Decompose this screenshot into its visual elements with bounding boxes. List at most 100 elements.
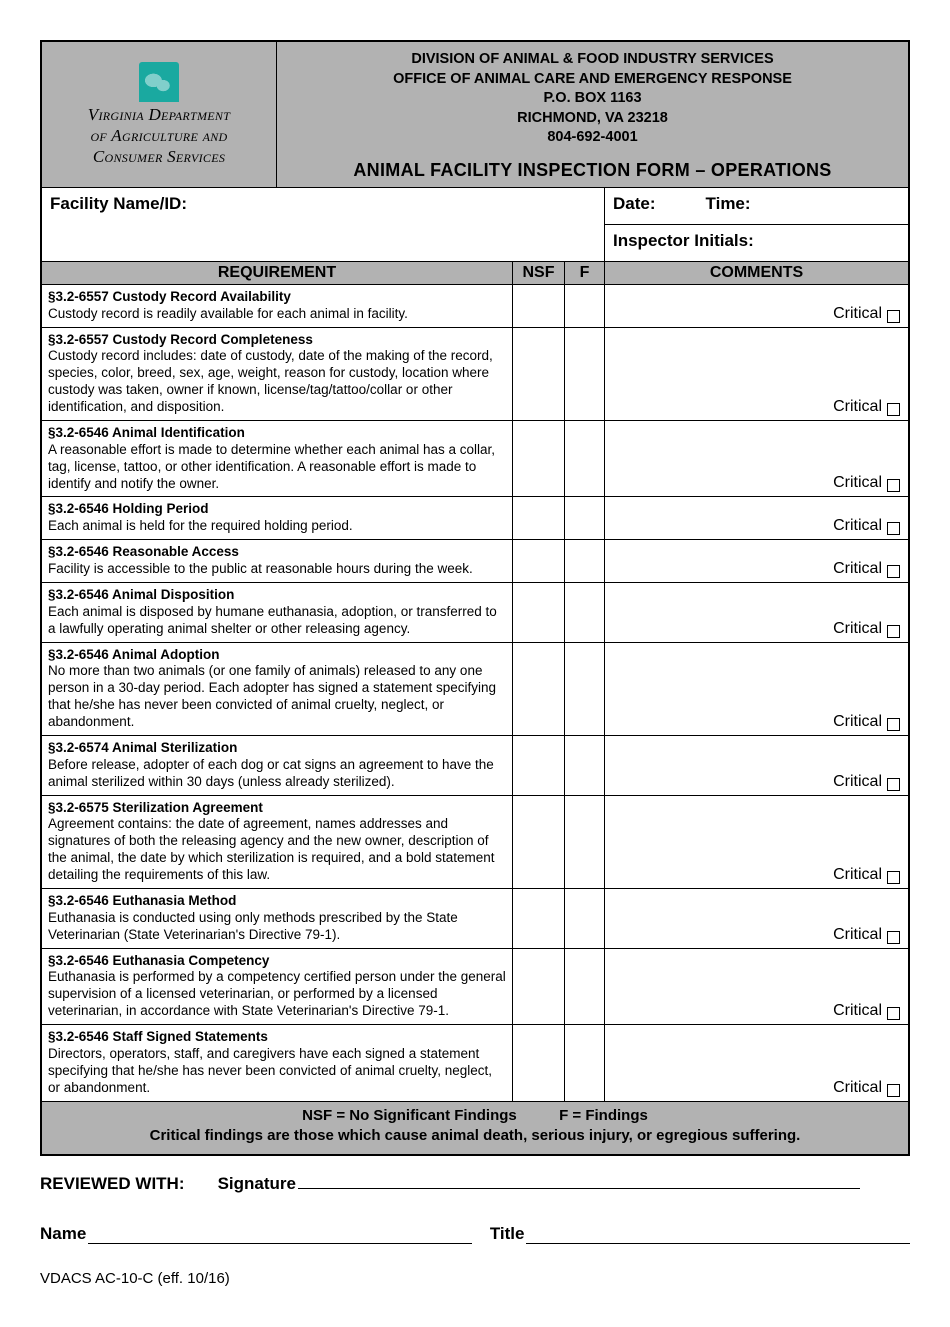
critical-label: Critical — [833, 866, 882, 884]
critical-label: Critical — [833, 620, 882, 638]
f-cell[interactable] — [565, 796, 605, 888]
facility-label: Facility Name/ID: — [50, 194, 187, 213]
table-row: §3.2-6546 Animal IdentificationA reasona… — [42, 421, 908, 498]
critical-checkbox[interactable] — [887, 1007, 900, 1020]
requirement-cell: §3.2-6546 Animal IdentificationA reasona… — [42, 421, 513, 497]
date-label: Date: — [613, 194, 656, 214]
table-row: §3.2-6557 Custody Record AvailabilityCus… — [42, 285, 908, 328]
table-row: §3.2-6557 Custody Record CompletenessCus… — [42, 328, 908, 421]
f-cell[interactable] — [565, 643, 605, 735]
requirement-desc: Custody record is readily available for … — [48, 306, 408, 321]
nsf-cell[interactable] — [513, 540, 565, 582]
critical-checkbox[interactable] — [887, 931, 900, 944]
nsf-cell[interactable] — [513, 421, 565, 497]
nsf-cell[interactable] — [513, 643, 565, 735]
comments-cell[interactable]: Critical — [605, 540, 908, 582]
requirement-title: §3.2-6546 Staff Signed Statements — [48, 1029, 268, 1044]
requirement-title: §3.2-6574 Animal Sterilization — [48, 740, 237, 755]
comments-cell[interactable]: Critical — [605, 1025, 908, 1101]
comments-cell[interactable]: Critical — [605, 583, 908, 642]
requirement-cell: §3.2-6546 Holding PeriodEach animal is h… — [42, 497, 513, 539]
critical-checkbox[interactable] — [887, 522, 900, 535]
pobox-line: P.O. BOX 1163 — [281, 89, 904, 109]
f-cell[interactable] — [565, 285, 605, 327]
col-nsf: NSF — [513, 262, 565, 284]
comments-cell[interactable]: Critical — [605, 497, 908, 539]
nsf-cell[interactable] — [513, 497, 565, 539]
comments-cell[interactable]: Critical — [605, 643, 908, 735]
col-f: F — [565, 262, 605, 284]
critical-checkbox[interactable] — [887, 403, 900, 416]
comments-cell[interactable]: Critical — [605, 421, 908, 497]
requirement-cell: §3.2-6546 Reasonable Access Facility is a… — [42, 540, 513, 582]
critical-checkbox[interactable] — [887, 1084, 900, 1097]
requirement-title: §3.2-6546 Animal Adoption — [48, 647, 220, 662]
table-row: §3.2-6546 Holding PeriodEach animal is h… — [42, 497, 908, 540]
form-id: VDACS AC-10-C (eff. 10/16) — [40, 1270, 910, 1287]
requirement-title: §3.2-6575 Sterilization Agreement — [48, 800, 263, 815]
reviewed-with-label: REVIEWED WITH: — [40, 1174, 185, 1193]
legend-f: F = Findings — [559, 1106, 648, 1126]
header-row: Virginia Department of Agriculture and C… — [42, 42, 908, 188]
requirement-desc: Before release, adopter of each dog or c… — [48, 757, 494, 789]
f-cell[interactable] — [565, 540, 605, 582]
requirement-cell: §3.2-6546 Euthanasia CompetencyEuthanasi… — [42, 949, 513, 1025]
f-cell[interactable] — [565, 497, 605, 539]
table-row: §3.2-6546 Animal AdoptionNo more than tw… — [42, 643, 908, 736]
critical-checkbox[interactable] — [887, 565, 900, 578]
requirements-body: §3.2-6557 Custody Record AvailabilityCus… — [42, 285, 908, 1102]
f-cell[interactable] — [565, 889, 605, 948]
critical-checkbox[interactable] — [887, 718, 900, 731]
comments-cell[interactable]: Critical — [605, 285, 908, 327]
signature-line[interactable] — [298, 1175, 860, 1189]
nsf-cell[interactable] — [513, 889, 565, 948]
f-cell[interactable] — [565, 1025, 605, 1101]
f-cell[interactable] — [565, 736, 605, 795]
requirement-cell: §3.2-6546 Animal AdoptionNo more than tw… — [42, 643, 513, 735]
critical-checkbox[interactable] — [887, 778, 900, 791]
comments-cell[interactable]: Critical — [605, 889, 908, 948]
critical-label: Critical — [833, 713, 882, 731]
requirement-cell: §3.2-6557 Custody Record AvailabilityCus… — [42, 285, 513, 327]
critical-label: Critical — [833, 926, 882, 944]
requirement-desc: Euthanasia is conducted using only metho… — [48, 910, 458, 942]
agency-name-line3: Consumer Services — [93, 147, 225, 166]
legend-nsf: NSF = No Significant Findings — [302, 1106, 517, 1126]
comments-cell[interactable]: Critical — [605, 736, 908, 795]
f-cell[interactable] — [565, 421, 605, 497]
inspector-cell[interactable]: Inspector Initials: — [605, 225, 908, 261]
requirement-title: §3.2-6546 Reasonable Access — [48, 544, 239, 559]
f-cell[interactable] — [565, 328, 605, 420]
critical-checkbox[interactable] — [887, 479, 900, 492]
requirement-cell: §3.2-6546 Euthanasia MethodEuthanasia is… — [42, 889, 513, 948]
critical-checkbox[interactable] — [887, 310, 900, 323]
date-time-cell[interactable]: Date: Time: — [605, 188, 908, 225]
nsf-cell[interactable] — [513, 736, 565, 795]
comments-cell[interactable]: Critical — [605, 949, 908, 1025]
f-cell[interactable] — [565, 949, 605, 1025]
nsf-cell[interactable] — [513, 583, 565, 642]
name-line[interactable] — [88, 1230, 472, 1244]
nsf-cell[interactable] — [513, 949, 565, 1025]
review-section: REVIEWED WITH: Signature Name Title VDAC… — [40, 1156, 910, 1287]
nsf-cell[interactable] — [513, 328, 565, 420]
comments-cell[interactable]: Critical — [605, 328, 908, 420]
requirement-title: §3.2-6546 Euthanasia Competency — [48, 953, 269, 968]
critical-checkbox[interactable] — [887, 625, 900, 638]
reviewed-row: REVIEWED WITH: Signature — [40, 1174, 910, 1194]
nsf-cell[interactable] — [513, 285, 565, 327]
agency-logo-cell: Virginia Department of Agriculture and C… — [42, 42, 277, 187]
phone-line: 804-692-4001 — [281, 128, 904, 148]
requirement-desc: Facility is accessible to the public at … — [48, 561, 473, 576]
critical-checkbox[interactable] — [887, 871, 900, 884]
nsf-cell[interactable] — [513, 796, 565, 888]
title-line[interactable] — [526, 1230, 910, 1244]
facility-cell[interactable]: Facility Name/ID: — [42, 188, 605, 261]
header-text: DIVISION OF ANIMAL & FOOD INDUSTRY SERVI… — [277, 42, 908, 187]
critical-label: Critical — [833, 1002, 882, 1020]
comments-cell[interactable]: Critical — [605, 796, 908, 888]
f-cell[interactable] — [565, 583, 605, 642]
time-label: Time: — [706, 194, 751, 214]
nsf-cell[interactable] — [513, 1025, 565, 1101]
requirement-cell: §3.2-6575 Sterilization AgreementAgreeme… — [42, 796, 513, 888]
